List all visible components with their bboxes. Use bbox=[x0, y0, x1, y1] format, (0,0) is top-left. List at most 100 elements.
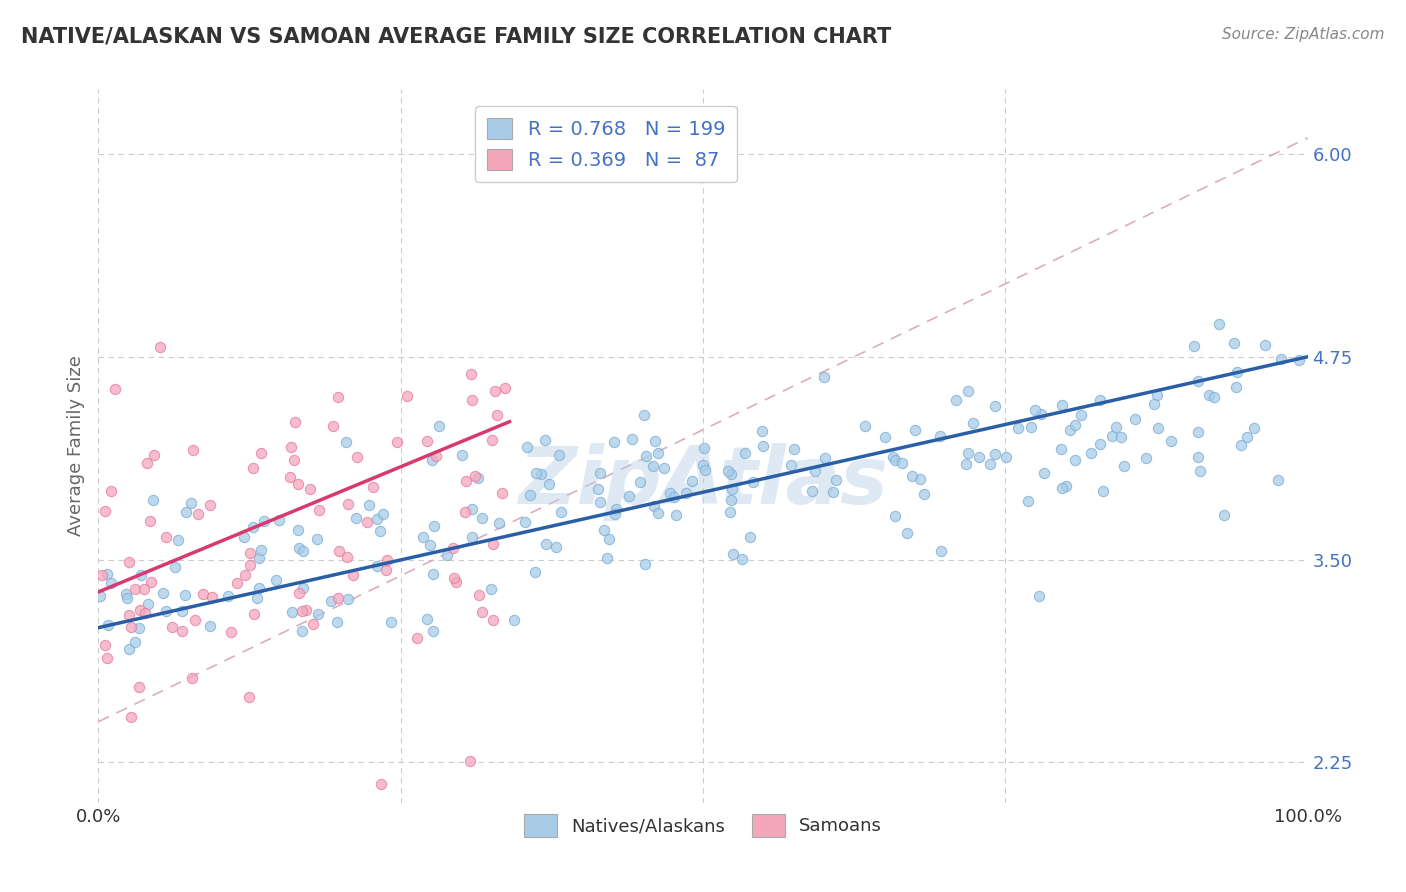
Point bbox=[100, 483, 122, 498]
Point bbox=[1270, 351, 1292, 366]
Point bbox=[603, 507, 626, 521]
Point bbox=[250, 446, 273, 460]
Point bbox=[454, 505, 477, 519]
Point bbox=[173, 588, 195, 602]
Point bbox=[1031, 407, 1053, 421]
Point bbox=[141, 492, 163, 507]
Point bbox=[536, 536, 558, 550]
Point bbox=[945, 393, 967, 408]
Point bbox=[891, 456, 914, 470]
Point bbox=[141, 574, 163, 589]
Point bbox=[165, 560, 187, 574]
Point bbox=[1243, 421, 1265, 435]
Point bbox=[662, 490, 685, 504]
Point bbox=[444, 575, 467, 590]
Point bbox=[467, 471, 489, 485]
Point bbox=[363, 480, 385, 494]
Point bbox=[143, 448, 166, 462]
Point bbox=[644, 434, 666, 448]
Point bbox=[412, 530, 434, 544]
Point bbox=[544, 540, 567, 554]
Point bbox=[634, 557, 657, 571]
Point bbox=[855, 419, 877, 434]
Legend: Natives/Alaskans, Samoans: Natives/Alaskans, Samoans bbox=[517, 807, 889, 844]
Point bbox=[219, 625, 242, 640]
Point bbox=[1059, 423, 1081, 437]
Point bbox=[100, 575, 122, 590]
Point bbox=[621, 432, 644, 446]
Point bbox=[118, 607, 141, 622]
Point bbox=[246, 591, 269, 605]
Point bbox=[117, 641, 139, 656]
Point bbox=[181, 443, 204, 458]
Point bbox=[823, 484, 845, 499]
Point bbox=[1028, 589, 1050, 603]
Point bbox=[280, 440, 302, 454]
Point bbox=[132, 582, 155, 597]
Text: NATIVE/ALASKAN VS SAMOAN AVERAGE FAMILY SIZE CORRELATION CHART: NATIVE/ALASKAN VS SAMOAN AVERAGE FAMILY … bbox=[21, 27, 891, 46]
Point bbox=[1109, 430, 1132, 444]
Point bbox=[356, 515, 378, 529]
Point bbox=[464, 469, 486, 483]
Point bbox=[1202, 390, 1225, 404]
Point bbox=[366, 559, 388, 574]
Point bbox=[717, 464, 740, 478]
Point bbox=[502, 613, 524, 627]
Point bbox=[346, 450, 368, 464]
Point bbox=[882, 450, 904, 465]
Point bbox=[167, 533, 190, 547]
Point bbox=[287, 541, 309, 555]
Point bbox=[633, 408, 655, 422]
Point bbox=[366, 512, 388, 526]
Point bbox=[385, 434, 408, 449]
Point bbox=[605, 502, 627, 516]
Point bbox=[118, 555, 141, 569]
Point bbox=[124, 635, 146, 649]
Point bbox=[149, 340, 172, 354]
Point bbox=[128, 621, 150, 635]
Point bbox=[416, 612, 439, 626]
Point bbox=[460, 368, 482, 382]
Point bbox=[695, 463, 717, 477]
Point bbox=[134, 606, 156, 620]
Point bbox=[589, 466, 612, 480]
Point bbox=[721, 483, 744, 497]
Point bbox=[1091, 484, 1114, 499]
Point bbox=[957, 446, 980, 460]
Point bbox=[450, 448, 472, 462]
Point bbox=[247, 551, 270, 566]
Point bbox=[328, 544, 350, 558]
Point bbox=[1230, 438, 1253, 452]
Point bbox=[586, 482, 609, 496]
Point bbox=[488, 516, 510, 530]
Point bbox=[233, 567, 256, 582]
Point bbox=[873, 430, 896, 444]
Point bbox=[1080, 446, 1102, 460]
Point bbox=[1236, 430, 1258, 444]
Point bbox=[731, 551, 754, 566]
Point bbox=[174, 504, 197, 518]
Point bbox=[720, 493, 742, 508]
Point bbox=[233, 530, 256, 544]
Point bbox=[302, 617, 325, 632]
Point bbox=[955, 458, 977, 472]
Point bbox=[124, 582, 146, 596]
Point bbox=[471, 605, 494, 619]
Point bbox=[266, 573, 288, 587]
Point bbox=[239, 558, 262, 573]
Point bbox=[155, 604, 177, 618]
Point bbox=[801, 483, 824, 498]
Point bbox=[979, 458, 1001, 472]
Point bbox=[152, 586, 174, 600]
Point bbox=[908, 472, 931, 486]
Point bbox=[720, 467, 742, 482]
Point bbox=[427, 418, 450, 433]
Point bbox=[242, 460, 264, 475]
Point bbox=[984, 447, 1007, 461]
Point bbox=[693, 441, 716, 455]
Point bbox=[422, 624, 444, 638]
Point bbox=[1064, 453, 1087, 467]
Point bbox=[96, 651, 118, 665]
Point bbox=[1033, 466, 1056, 480]
Point bbox=[238, 690, 260, 705]
